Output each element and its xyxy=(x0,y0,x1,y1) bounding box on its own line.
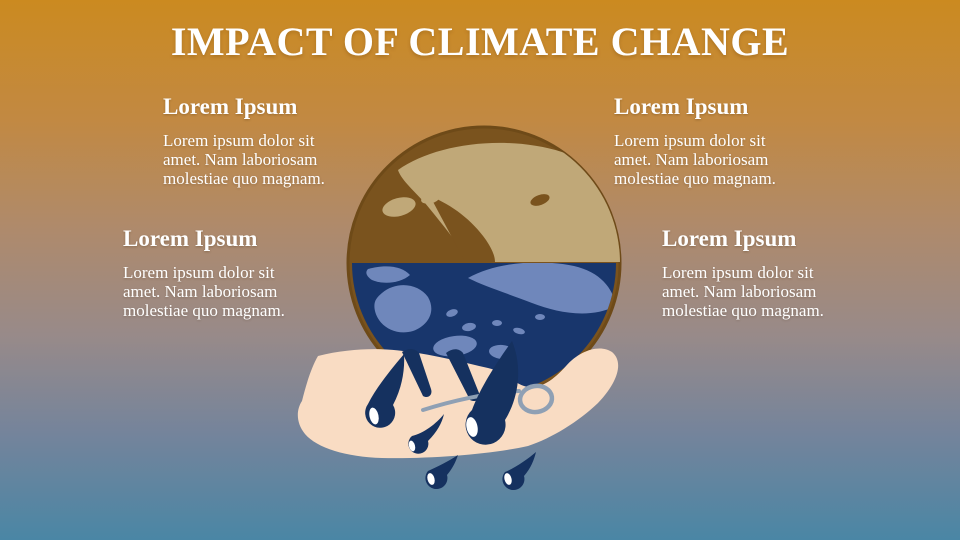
water-drop-icon xyxy=(408,414,444,454)
globe-ocean-continents xyxy=(366,263,616,360)
text-block-top-left: Lorem Ipsum Lorem ipsum dolor sit amet. … xyxy=(163,94,325,188)
earth-in-hand-illustration xyxy=(297,125,622,491)
block-body: Lorem ipsum dolor sit amet. Nam laborios… xyxy=(614,131,776,188)
text-block-top-right: Lorem Ipsum Lorem ipsum dolor sit amet. … xyxy=(614,94,776,188)
block-body-line: Lorem ipsum dolor sit xyxy=(614,131,766,151)
block-body-line: amet. Nam laboriosam xyxy=(163,150,318,170)
block-body-line: molestiae quo magnam. xyxy=(614,169,776,189)
finger-gap xyxy=(446,349,480,402)
water-drops xyxy=(365,341,536,491)
block-body: Lorem ipsum dolor sit amet. Nam laborios… xyxy=(123,263,285,320)
text-block-middle-right: Lorem Ipsum Lorem ipsum dolor sit amet. … xyxy=(662,226,824,320)
block-body-line: molestiae quo magnam. xyxy=(123,301,285,321)
water-drop-icon xyxy=(465,341,519,445)
hand-palm xyxy=(297,348,619,459)
globe-icon xyxy=(346,125,622,401)
block-body-line: Lorem ipsum dolor sit xyxy=(662,263,814,283)
block-heading: Lorem Ipsum xyxy=(123,226,258,251)
block-heading: Lorem Ipsum xyxy=(163,94,298,119)
thumb-loop xyxy=(517,383,555,415)
block-body-line: amet. Nam laboriosam xyxy=(614,150,769,170)
block-body: Lorem ipsum dolor sit amet. Nam laborios… xyxy=(163,131,325,188)
finger-gap xyxy=(402,349,432,398)
hand-icon xyxy=(297,348,619,459)
globe-dry-continents xyxy=(382,142,620,262)
block-heading: Lorem Ipsum xyxy=(614,94,749,119)
block-heading: Lorem Ipsum xyxy=(662,226,797,251)
block-body: Lorem ipsum dolor sit amet. Nam laborios… xyxy=(662,263,824,320)
block-body-line: molestiae quo magnam. xyxy=(662,301,824,321)
block-body-line: amet. Nam laboriosam xyxy=(123,282,278,302)
slide-title: IMPACT OF CLIMATE CHANGE xyxy=(170,19,790,64)
block-body-line: Lorem ipsum dolor sit xyxy=(163,131,315,151)
text-block-middle-left: Lorem Ipsum Lorem ipsum dolor sit amet. … xyxy=(123,226,285,320)
block-body-line: molestiae quo magnam. xyxy=(163,169,325,189)
block-body-line: Lorem ipsum dolor sit xyxy=(123,263,275,283)
drop-highlights xyxy=(369,407,512,485)
block-body-line: amet. Nam laboriosam xyxy=(662,282,817,302)
